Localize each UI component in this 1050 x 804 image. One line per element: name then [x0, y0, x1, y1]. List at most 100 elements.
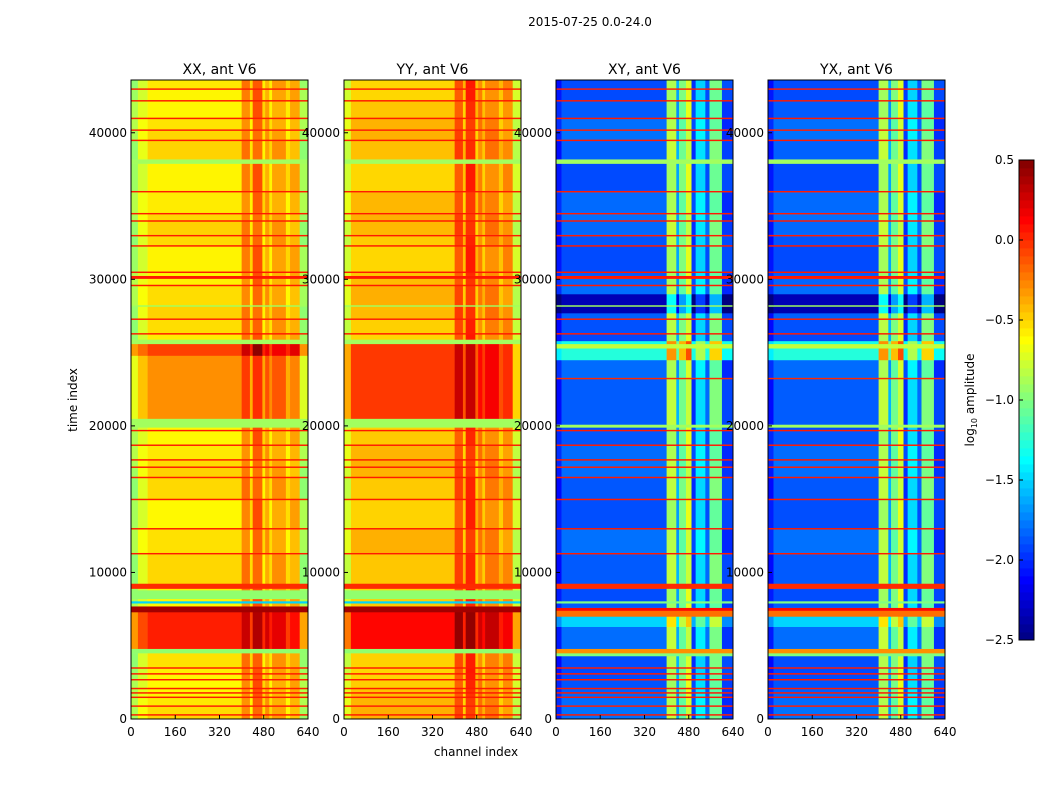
- heatmap-cell: [299, 688, 309, 693]
- heatmap-cell: [478, 529, 483, 553]
- heatmap-cell: [147, 697, 242, 706]
- heatmap-cell: [897, 477, 904, 499]
- heatmap-cell: [262, 221, 266, 235]
- heatmap-cell: [768, 626, 774, 649]
- heatmap-row: [131, 687, 308, 690]
- heatmap-cell: [561, 499, 667, 529]
- heatmap-cell: [252, 693, 263, 697]
- heatmap-cell: [878, 293, 889, 306]
- heatmap-cell: [350, 236, 455, 246]
- heatmap-cell: [897, 246, 904, 272]
- heatmap-cell: [350, 130, 455, 140]
- heatmap-row: [344, 129, 521, 131]
- colorbar-swatch: [1019, 496, 1034, 505]
- heatmap-cell: [344, 278, 352, 285]
- colorbar-swatch: [1019, 504, 1034, 513]
- x-tick-label: 0: [340, 725, 348, 739]
- heatmap-cell: [465, 427, 476, 430]
- heatmap-cell: [285, 668, 291, 674]
- heatmap-cell: [465, 460, 476, 467]
- heatmap-cell: [685, 668, 692, 674]
- heatmap-cell: [241, 272, 251, 276]
- heatmap-cell: [299, 334, 309, 340]
- colorbar-swatch: [1019, 608, 1034, 617]
- heatmap-cell: [290, 221, 301, 235]
- heatmap-cell: [666, 427, 677, 430]
- heatmap-cell: [285, 467, 291, 477]
- heatmap-cell: [290, 319, 301, 334]
- heatmap-cell: [249, 554, 253, 584]
- heatmap-cell: [705, 674, 710, 679]
- heatmap-cell: [903, 118, 908, 130]
- heatmap-cell: [556, 674, 562, 679]
- heatmap-cell: [475, 80, 479, 89]
- heatmap-cell: [462, 343, 466, 419]
- heatmap-cell: [721, 697, 734, 706]
- panel-xy: XY, ant V60 160 320 480 64001000020000300004…: [514, 62, 745, 739]
- heatmap-cell: [933, 319, 946, 334]
- heatmap-cell: [350, 89, 455, 101]
- heatmap-cell: [691, 688, 696, 693]
- heatmap-cell: [131, 140, 139, 160]
- heatmap-cell: [252, 118, 263, 130]
- heatmap-row: [344, 672, 521, 675]
- heatmap-cell: [705, 285, 710, 295]
- heatmap-cell: [137, 668, 148, 674]
- heatmap-cell: [350, 221, 455, 235]
- heatmap-cell: [465, 612, 476, 649]
- heatmap-cell: [272, 499, 287, 529]
- heatmap-cell: [512, 214, 522, 221]
- heatmap-cell: [709, 378, 723, 425]
- heatmap-cell: [512, 221, 522, 235]
- colorbar-swatch: [1019, 424, 1034, 433]
- heatmap-cell: [262, 355, 266, 419]
- heatmap-cell: [888, 378, 892, 425]
- heatmap-cell: [721, 89, 734, 101]
- heatmap-cell: [888, 477, 892, 499]
- heatmap-cell: [695, 80, 706, 89]
- heatmap-cell: [556, 101, 562, 118]
- heatmap-cell: [252, 140, 263, 160]
- heatmap-cell: [933, 378, 946, 425]
- heatmap-cell: [709, 89, 723, 101]
- heatmap-cell: [498, 706, 504, 715]
- heatmap-cell: [685, 359, 692, 378]
- heatmap-cell: [262, 278, 266, 285]
- heatmap-cell: [933, 460, 946, 467]
- heatmap-cell: [933, 715, 946, 720]
- heatmap-cell: [773, 80, 879, 89]
- heatmap-cell: [695, 427, 706, 430]
- heatmap-cell: [561, 278, 667, 285]
- heatmap-cell: [498, 668, 504, 674]
- heatmap-cell: [265, 285, 270, 306]
- heatmap-cell: [454, 598, 464, 602]
- x-tick-label: 640: [510, 725, 533, 739]
- heatmap-cell: [888, 655, 892, 668]
- x-tick-label: 480: [889, 725, 912, 739]
- heatmap-cell: [933, 272, 946, 276]
- heatmap-cell: [891, 706, 899, 715]
- heatmap-cell: [891, 554, 899, 584]
- heatmap-cell: [676, 697, 680, 706]
- heatmap-cell: [465, 680, 476, 688]
- heatmap-cell: [249, 674, 253, 679]
- heatmap-cell: [147, 101, 242, 118]
- heatmap-cell: [705, 348, 710, 361]
- heatmap-cell: [299, 706, 309, 715]
- heatmap-cell: [768, 588, 774, 602]
- x-tick-label: 0: [552, 725, 560, 739]
- heatmap-cell: [485, 118, 500, 130]
- heatmap-row: [131, 271, 308, 274]
- heatmap-cell: [891, 89, 899, 101]
- heatmap-cell: [252, 236, 263, 246]
- heatmap-cell: [556, 697, 562, 706]
- heatmap-cell: [691, 668, 696, 674]
- heatmap-cell: [561, 445, 667, 460]
- heatmap-cell: [878, 89, 889, 101]
- heatmap-cell: [269, 706, 273, 715]
- heatmap-cell: [478, 118, 483, 130]
- heatmap-cell: [299, 674, 309, 679]
- heatmap-cell: [252, 529, 263, 553]
- heatmap-cell: [503, 588, 514, 591]
- heatmap-cell: [503, 319, 514, 334]
